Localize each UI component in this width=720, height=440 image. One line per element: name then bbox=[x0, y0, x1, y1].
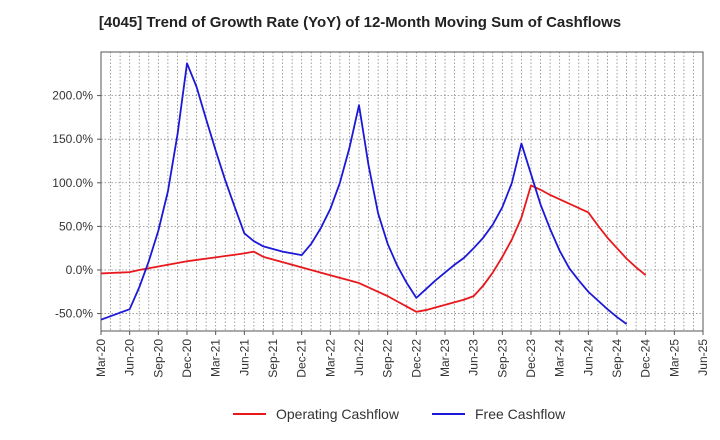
y-tick-label: 0.0% bbox=[66, 263, 94, 277]
x-tick-label: Jun-24 bbox=[581, 339, 595, 376]
legend-label: Free Cashflow bbox=[475, 406, 566, 422]
y-tick-label: 150.0% bbox=[52, 132, 93, 146]
x-tick-label: Sep-23 bbox=[495, 339, 509, 378]
x-tick-label: Jun-23 bbox=[467, 339, 481, 376]
x-tick-label: Sep-20 bbox=[151, 339, 165, 378]
x-tick-label: Jun-25 bbox=[696, 339, 710, 376]
x-tick-label: Mar-23 bbox=[438, 339, 452, 377]
plot-area bbox=[101, 52, 703, 331]
x-tick-label: Sep-22 bbox=[381, 339, 395, 378]
x-tick-label: Mar-25 bbox=[667, 339, 681, 377]
legend-label: Operating Cashflow bbox=[276, 406, 400, 422]
x-tick-label: Dec-21 bbox=[295, 339, 309, 378]
x-tick-label: Dec-24 bbox=[639, 339, 653, 378]
x-tick-label: Mar-20 bbox=[94, 339, 108, 377]
x-tick-label: Mar-21 bbox=[209, 339, 223, 377]
x-tick-label: Jun-22 bbox=[352, 339, 366, 376]
x-tick-label: Dec-22 bbox=[409, 339, 423, 378]
x-tick-label: Mar-24 bbox=[553, 339, 567, 377]
series-line-operating-cashflow bbox=[100, 184, 647, 313]
x-tick-label: Sep-24 bbox=[610, 339, 624, 378]
plot-frame bbox=[100, 51, 704, 332]
y-tick-label: 200.0% bbox=[52, 89, 93, 103]
chart-title: [4045] Trend of Growth Rate (YoY) of 12-… bbox=[98, 14, 622, 31]
x-tick-label: Jun-21 bbox=[237, 339, 251, 376]
y-tick-label: 50.0% bbox=[59, 219, 93, 233]
y-tick-label: -50.0% bbox=[55, 307, 93, 321]
x-tick-label: Jun-20 bbox=[123, 339, 137, 376]
x-tick-label: Dec-20 bbox=[180, 339, 194, 378]
series-line-free-cashflow bbox=[100, 62, 628, 325]
x-tick-label: Sep-21 bbox=[266, 339, 280, 378]
y-tick-label: 100.0% bbox=[52, 176, 93, 190]
x-tick-label: Mar-22 bbox=[323, 339, 337, 377]
x-tick-label: Dec-23 bbox=[524, 339, 538, 378]
